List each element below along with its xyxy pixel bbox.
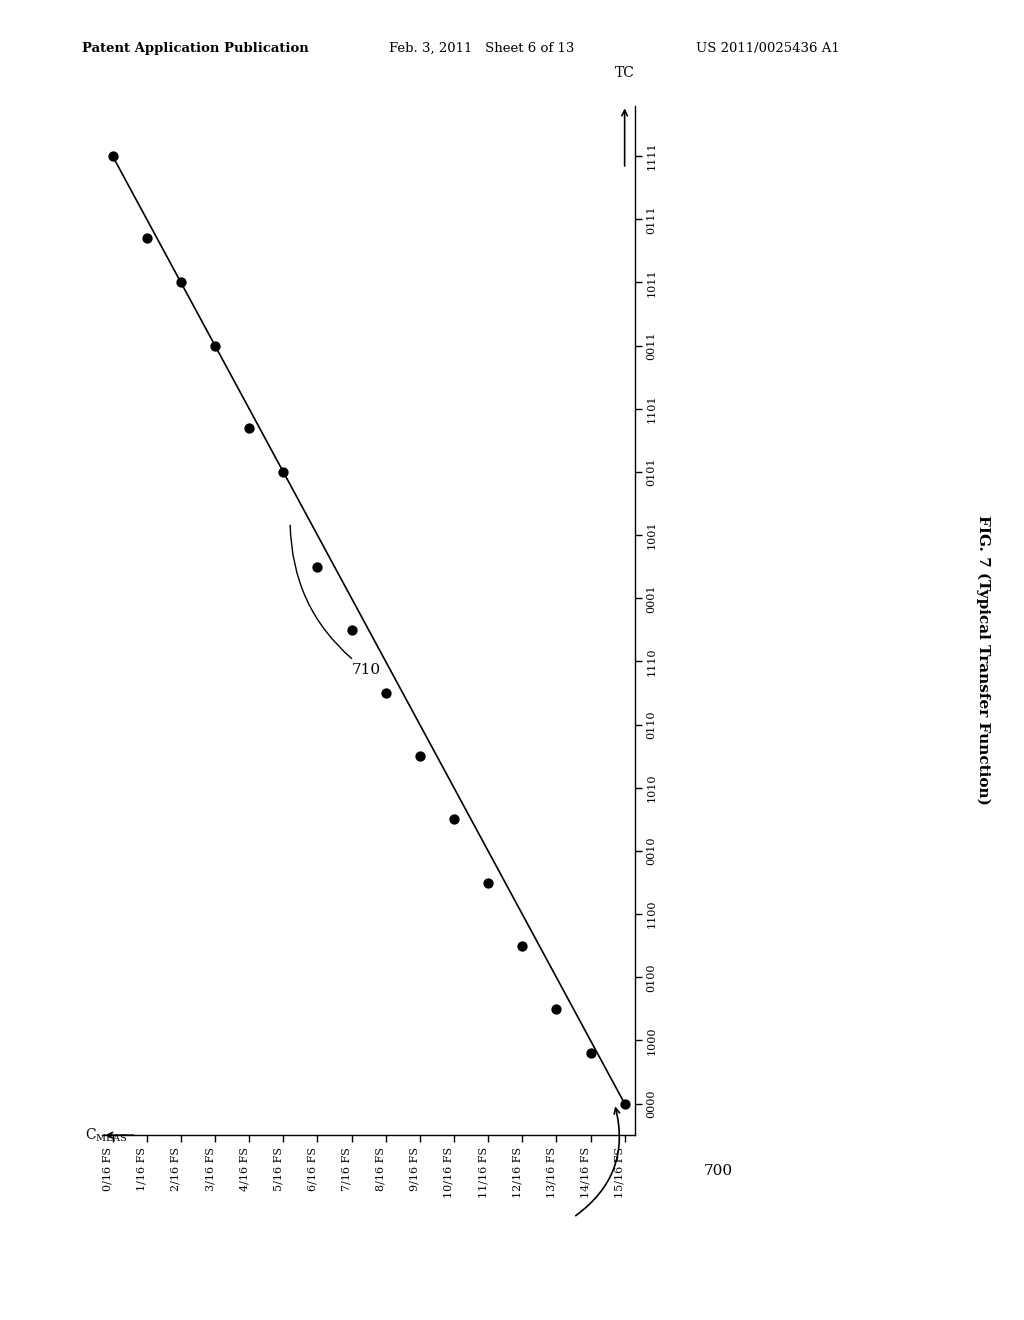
Point [104,145,121,166]
Point [275,462,292,483]
Text: 700: 700 [703,1164,732,1179]
Point [514,935,530,956]
Point [445,809,462,830]
Text: C$_{\mathregular{MEAS}}$: C$_{\mathregular{MEAS}}$ [85,1126,128,1144]
Point [207,335,223,356]
Text: 710: 710 [290,525,381,677]
Point [241,417,257,438]
Point [309,556,326,577]
Text: TC: TC [614,66,635,81]
Point [343,619,359,640]
Point [480,873,497,894]
Text: FIG. 7 (Typical Transfer Function): FIG. 7 (Typical Transfer Function) [976,515,990,805]
Point [583,1043,599,1064]
Point [616,1093,633,1114]
Point [548,998,564,1019]
Point [138,227,155,248]
Text: Feb. 3, 2011   Sheet 6 of 13: Feb. 3, 2011 Sheet 6 of 13 [389,42,574,55]
Text: US 2011/0025436 A1: US 2011/0025436 A1 [696,42,840,55]
Point [378,682,394,704]
Text: Patent Application Publication: Patent Application Publication [82,42,308,55]
Point [412,746,428,767]
Point [173,272,189,293]
